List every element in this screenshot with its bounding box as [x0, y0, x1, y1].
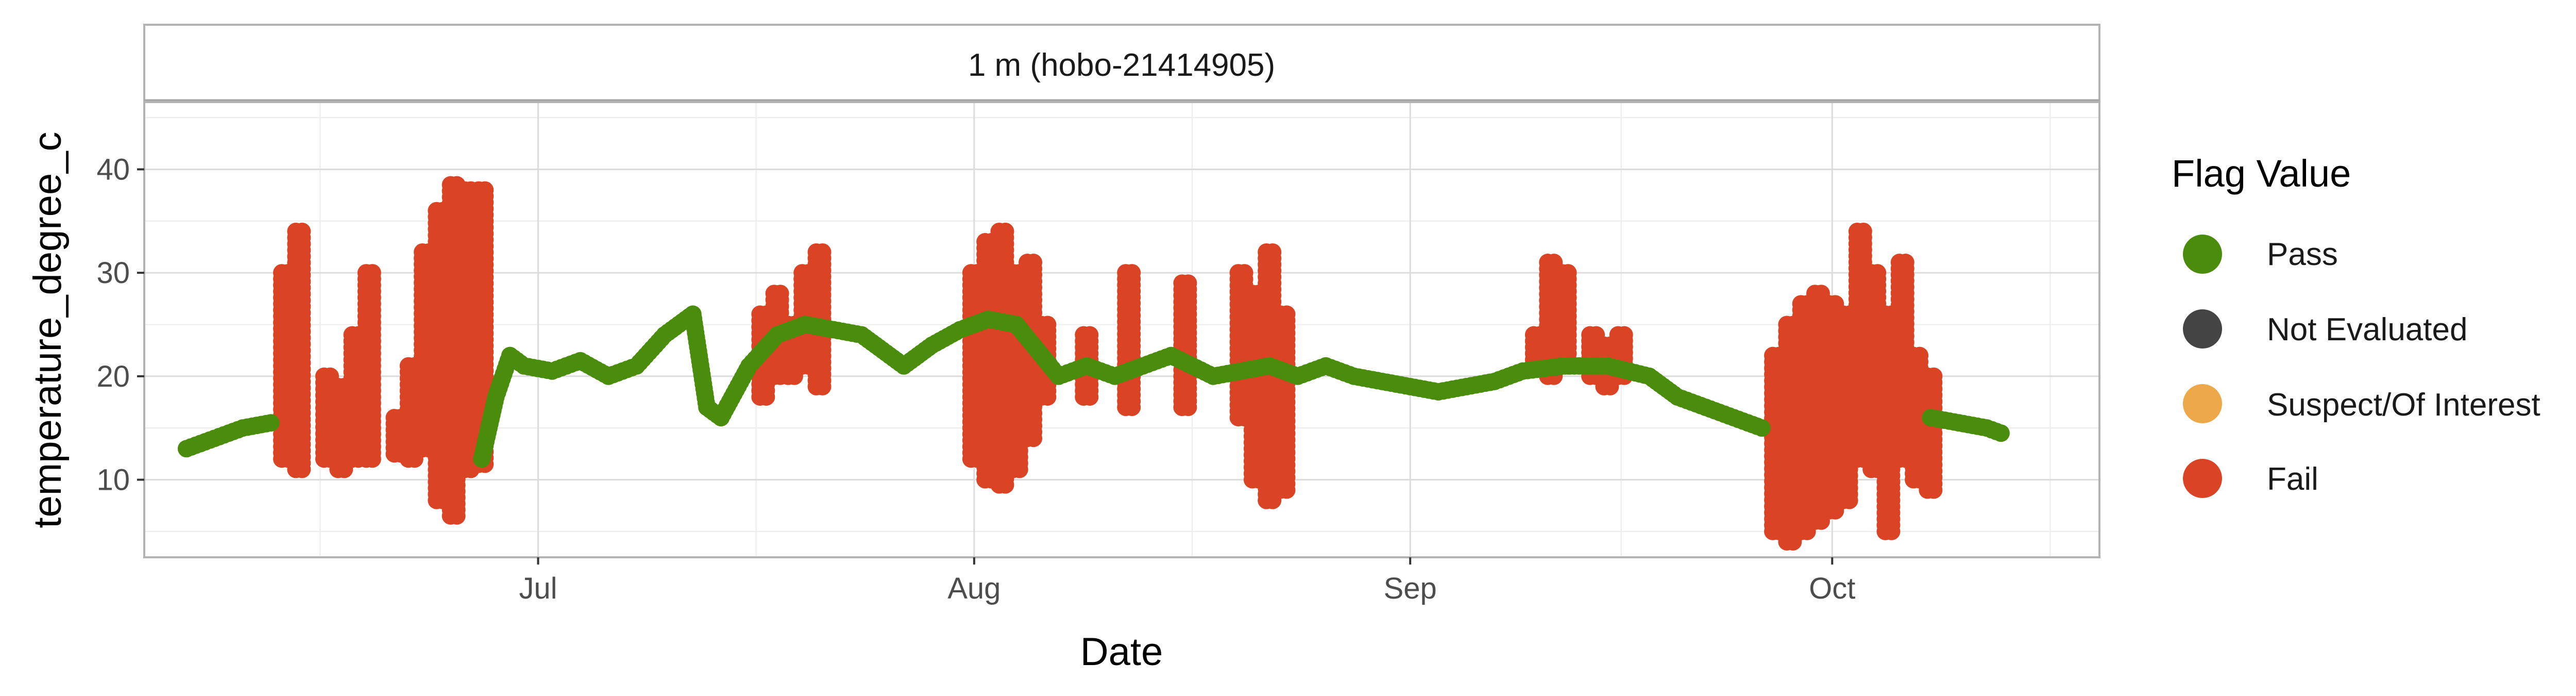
- facet-strip: [143, 24, 2100, 102]
- legend-item-fail: Fail: [2183, 459, 2318, 498]
- data-point-fail: [293, 460, 311, 478]
- legend-key-not-evaluated: [2183, 309, 2222, 349]
- data-point-fail: [1883, 522, 1901, 540]
- y-axis: 10 20 30 40: [96, 153, 144, 496]
- y-tick-label: 20: [96, 360, 130, 393]
- legend-label-fail: Fail: [2267, 461, 2318, 497]
- legend-item-pass: Pass: [2183, 235, 2338, 274]
- data-point-pass: [1992, 424, 2010, 442]
- data-point-fail: [1179, 399, 1197, 417]
- plot-panel: [143, 101, 2100, 558]
- data-point-fail: [1039, 388, 1057, 406]
- y-tick-label: 30: [96, 256, 130, 290]
- x-tick-label: Oct: [1809, 572, 1855, 605]
- data-point-fail: [814, 377, 832, 395]
- legend-key-fail: [2183, 459, 2222, 498]
- data-point-pass: [1753, 419, 1771, 437]
- y-tick-label: 10: [96, 463, 130, 496]
- data-point-fail: [1010, 460, 1028, 478]
- legend-title: Flag Value: [2172, 152, 2351, 195]
- legend-label-not-evaluated: Not Evaluated: [2267, 312, 2467, 347]
- legend-item-suspect: Suspect/Of Interest: [2183, 384, 2540, 423]
- data-point-fail: [1025, 429, 1043, 448]
- x-tick-label: Jul: [519, 572, 557, 605]
- legend-key-suspect: [2183, 384, 2222, 423]
- data-point-fail: [757, 388, 775, 406]
- pass-series: [177, 305, 2010, 468]
- plot-border: [143, 101, 2100, 558]
- legend-item-not-evaluated: Not Evaluated: [2183, 309, 2467, 349]
- panel-title: 1 m (hobo-21414905): [968, 47, 1275, 83]
- data-point-pass: [262, 414, 280, 432]
- data-point-fail: [1278, 481, 1296, 499]
- legend-key-pass: [2183, 235, 2222, 274]
- y-axis-title: temperature_degree_c: [26, 132, 70, 528]
- x-tick-label: Aug: [947, 572, 1001, 605]
- data-point-fail: [996, 476, 1014, 494]
- legend-label-pass: Pass: [2267, 237, 2338, 272]
- x-axis: Jul Aug Sep Oct: [519, 557, 1855, 605]
- data-point-fail: [1840, 491, 1858, 509]
- y-tick-label: 40: [96, 153, 130, 186]
- data-point-fail: [1081, 388, 1099, 406]
- data-point-fail: [1123, 399, 1141, 417]
- data-point-fail: [363, 450, 381, 468]
- data-point-fail: [1925, 481, 1943, 499]
- x-tick-label: Sep: [1384, 572, 1437, 605]
- x-axis-title: Date: [1080, 630, 1163, 674]
- data-point-fail: [448, 507, 466, 525]
- legend-label-suspect: Suspect/Of Interest: [2267, 387, 2540, 423]
- legend: Flag Value Pass Not Evaluated Suspect/Of…: [2172, 152, 2540, 498]
